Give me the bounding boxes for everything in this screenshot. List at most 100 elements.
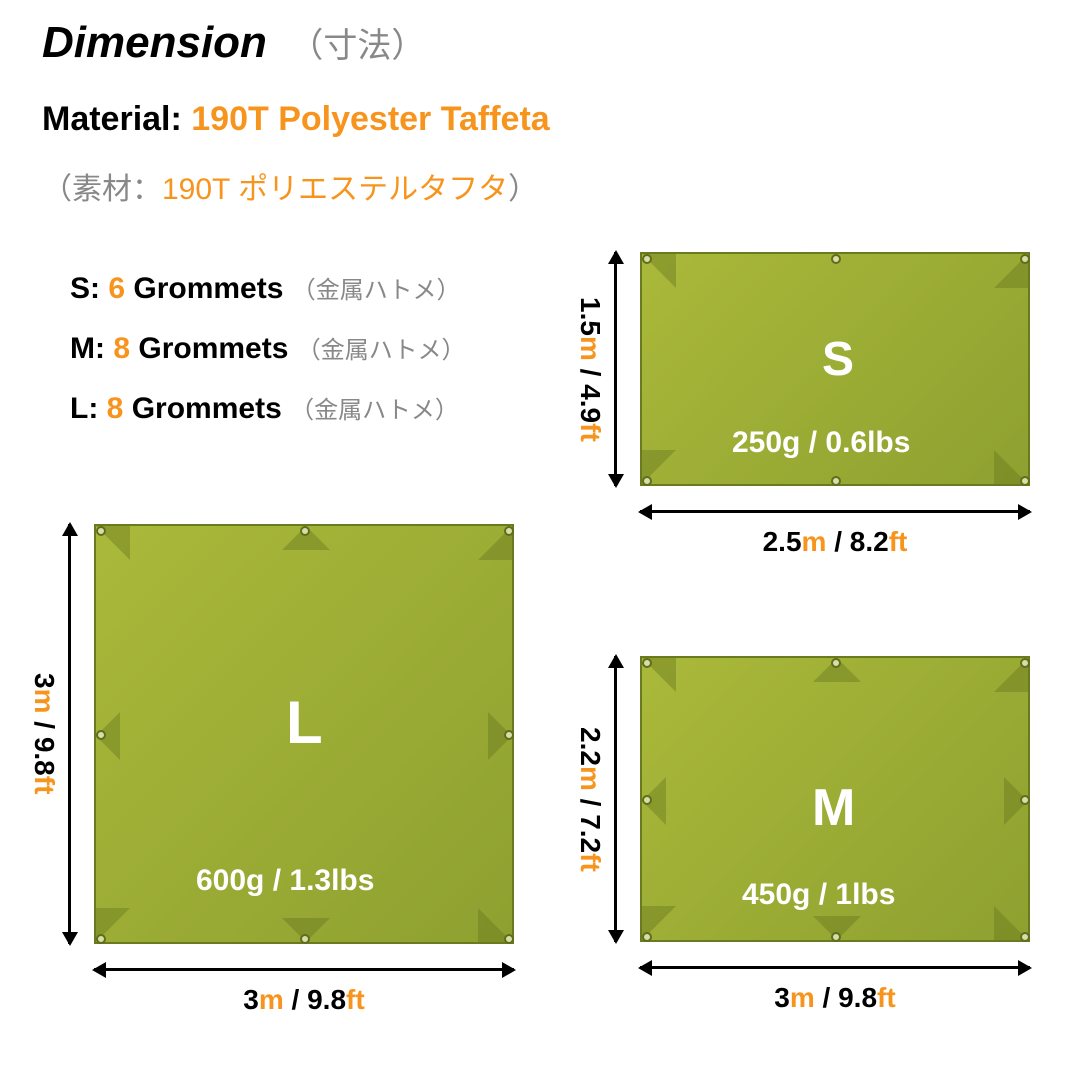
title-row: Dimension （寸法）	[42, 18, 425, 68]
val: 3	[243, 984, 259, 1015]
grommet-icon	[642, 932, 652, 942]
tarp-s-weight: 250g / 0.6lbs	[732, 426, 910, 460]
unit: ft	[889, 526, 908, 557]
tarp-m-weight: 450g / 1lbs	[742, 878, 895, 912]
tarp-l-width-label: 3m / 9.8ft	[94, 984, 514, 1016]
sep: /	[284, 984, 307, 1015]
tarp-s-wrap: S 250g / 0.6lbs 2.5m / 8.2ft 1.5m / 4.9f…	[640, 252, 1030, 486]
material-jp-suffix: ）	[508, 173, 538, 206]
grommet-line-l: L: 8 Grommets （金属ハトメ）	[70, 380, 465, 440]
grommet-icon	[1020, 795, 1030, 805]
grommet-icon	[504, 730, 514, 740]
title-main: Dimension	[42, 18, 267, 67]
tarp-l-weight: 600g / 1.3lbs	[196, 864, 374, 898]
title-jp: （寸法）	[289, 27, 425, 65]
tarp-s: S 250g / 0.6lbs	[640, 252, 1030, 486]
grommet-icon	[504, 526, 514, 536]
material-jp-row: （素材：190T ポリエステルタフタ）	[42, 164, 538, 208]
grommet-icon	[831, 932, 841, 942]
unit: ft	[575, 423, 606, 442]
val: 3	[29, 673, 60, 689]
grommet-icon	[504, 934, 514, 944]
tarp-s-height-arrow	[614, 252, 617, 486]
tarp-l-wrap: L 600g / 1.3lbs 3m / 9.8ft 3m / 9.8ft	[94, 524, 514, 944]
grommet-icon	[831, 658, 841, 668]
grommet-icon	[642, 254, 652, 264]
sep: /	[575, 360, 606, 383]
unit: m	[802, 526, 827, 557]
grommet-size: L:	[70, 392, 98, 425]
tarp-m-wrap: M 450g / 1lbs 3m / 9.8ft 2.2m / 7.2ft	[640, 656, 1030, 942]
unit: ft	[29, 776, 60, 795]
grommet-icon	[831, 476, 841, 486]
val: 9.8	[29, 737, 60, 776]
grommet-size: M:	[70, 332, 105, 365]
grommet-icon	[1020, 658, 1030, 668]
grommet-count: 8	[113, 332, 130, 365]
val: 3	[774, 982, 790, 1013]
sep: /	[575, 790, 606, 813]
material-row: Material: 190T Polyester Taffeta	[42, 100, 550, 139]
tarp-s-width-arrow	[640, 510, 1030, 513]
material-jp-prefix: （素材：	[42, 173, 162, 206]
tarp-m-letter: M	[812, 778, 855, 838]
tarp-m-height-label: 2.2m / 7.2ft	[574, 656, 606, 942]
grommet-icon	[96, 526, 106, 536]
unit: m	[575, 766, 606, 791]
grommet-line-s: S: 6 Grommets （金属ハトメ）	[70, 260, 465, 320]
tarp-l-width-arrow	[94, 968, 514, 971]
tarp-s-width-label: 2.5m / 8.2ft	[640, 526, 1030, 558]
grommet-count: 6	[108, 272, 125, 305]
grommet-line-m: M: 8 Grommets （金属ハトメ）	[70, 320, 465, 380]
sep: /	[815, 982, 838, 1013]
tarp-s-height-label: 1.5m / 4.9ft	[574, 252, 606, 486]
grommet-size: S:	[70, 272, 100, 305]
grommet-jp: （金属ハトメ）	[292, 277, 461, 304]
tarp-m: M 450g / 1lbs	[640, 656, 1030, 942]
grommet-icon	[642, 476, 652, 486]
grommet-word: Grommets	[138, 332, 288, 365]
unit: ft	[877, 982, 896, 1013]
val: 2.2	[575, 727, 606, 766]
unit: m	[790, 982, 815, 1013]
tarp-l-letter: L	[286, 688, 323, 757]
grommet-jp: （金属ハトメ）	[297, 337, 466, 364]
grommet-icon	[96, 730, 106, 740]
grommet-icon	[1020, 476, 1030, 486]
unit: m	[575, 336, 606, 361]
val: 9.8	[307, 984, 346, 1015]
val: 8.2	[850, 526, 889, 557]
val: 1.5	[575, 297, 606, 336]
grommet-count: 8	[107, 392, 124, 425]
grommet-icon	[1020, 932, 1030, 942]
grommet-icon	[300, 526, 310, 536]
val: 9.8	[838, 982, 877, 1013]
tarp-s-letter: S	[822, 332, 854, 387]
tarp-m-height-arrow	[614, 656, 617, 942]
grommet-list: S: 6 Grommets （金属ハトメ） M: 8 Grommets （金属ハ…	[70, 260, 465, 440]
material-jp-value: 190T ポリエステルタフタ	[162, 173, 508, 206]
tarp-l: L 600g / 1.3lbs	[94, 524, 514, 944]
grommet-jp: （金属ハトメ）	[290, 397, 459, 424]
grommet-icon	[831, 254, 841, 264]
unit: ft	[575, 853, 606, 872]
unit: m	[29, 689, 60, 714]
material-value: 190T Polyester Taffeta	[191, 100, 549, 138]
sep: /	[826, 526, 849, 557]
material-label: Material:	[42, 100, 191, 138]
grommet-icon	[1020, 254, 1030, 264]
tarp-l-height-label: 3m / 9.8ft	[28, 524, 60, 944]
grommet-word: Grommets	[132, 392, 282, 425]
tarp-m-width-arrow	[640, 966, 1030, 969]
grommet-icon	[642, 658, 652, 668]
grommet-word: Grommets	[133, 272, 283, 305]
tarp-m-width-label: 3m / 9.8ft	[640, 982, 1030, 1014]
grommet-icon	[300, 934, 310, 944]
val: 2.5	[763, 526, 802, 557]
unit: m	[259, 984, 284, 1015]
val: 4.9	[575, 384, 606, 423]
grommet-icon	[96, 934, 106, 944]
unit: ft	[346, 984, 365, 1015]
tarp-l-height-arrow	[68, 524, 71, 944]
val: 7.2	[575, 814, 606, 853]
